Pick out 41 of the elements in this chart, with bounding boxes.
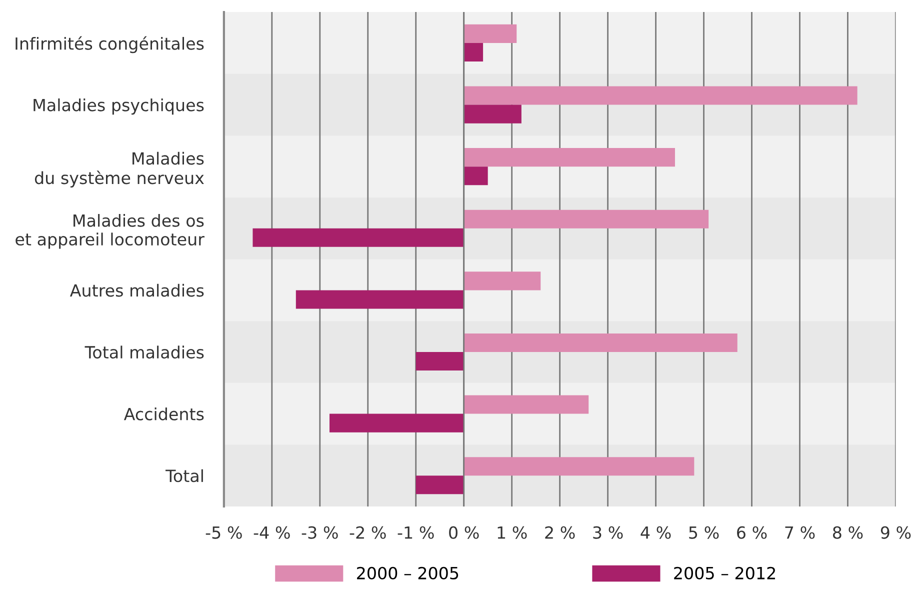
y-tick-label: Infirmités congénitales (16, 36, 204, 54)
bar (464, 166, 488, 186)
x-tick-label: 6 % (737, 526, 767, 539)
y-tick-label: Maladies psychiques (34, 98, 204, 115)
x-tick-label: -2 % (350, 526, 386, 539)
x-tick-label: 4 % (640, 526, 671, 539)
bar (464, 42, 484, 62)
bar (464, 86, 858, 105)
bar (416, 352, 464, 371)
bar (464, 457, 694, 476)
x-tick-label: -1 % (398, 526, 434, 539)
bar (464, 104, 522, 124)
y-tick-label: Total (166, 469, 203, 482)
legend-label: 2000 – 2005 (357, 566, 458, 580)
x-tick-label: 1 % (498, 526, 527, 539)
x-tick-label: 2 % (545, 526, 575, 539)
bar (464, 395, 589, 414)
bar (464, 210, 709, 228)
y-tick-label: Autres maladies (70, 284, 204, 297)
x-tick-label: -5 % (206, 526, 242, 539)
bar (252, 228, 464, 247)
bar (464, 24, 517, 43)
x-tick-label: 5 % (689, 526, 719, 539)
x-tick-label: 9 % (880, 526, 911, 539)
bar (464, 333, 738, 352)
x-tick-label: -4 % (254, 526, 290, 539)
y-tick-label: Total maladies (84, 346, 204, 359)
x-tick-label: 3 % (593, 526, 623, 539)
x-tick-label: -3 % (302, 526, 338, 539)
legend-label: 2005 – 2012 (674, 566, 775, 580)
bar (296, 290, 464, 309)
x-tick-label: 0 % (449, 526, 479, 539)
y-tick-label: Accidents (124, 407, 204, 420)
y-tick-label: Maladies du système nerveux (34, 152, 204, 188)
x-tick-label: 8 % (832, 526, 863, 539)
bar (329, 414, 464, 432)
bar (464, 272, 541, 290)
x-tick-label: 7 % (785, 526, 815, 539)
bar (416, 476, 464, 494)
bar (464, 148, 675, 167)
y-tick-label: Maladies des os et appareil locomoteur (16, 214, 204, 249)
